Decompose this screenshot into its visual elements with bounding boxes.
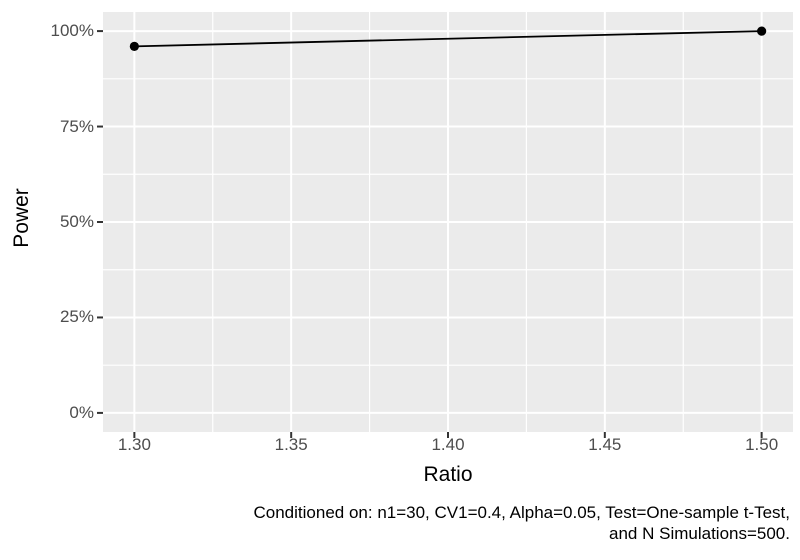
- caption-line-2: and N Simulations=500.: [609, 524, 790, 543]
- x-tick-label: 1.40: [431, 435, 465, 454]
- y-tick-label: 50%: [59, 212, 94, 231]
- y-tick-label: 75%: [59, 116, 94, 136]
- x-tick-label: 1.50: [745, 435, 779, 454]
- x-axis-title: Ratio: [423, 463, 473, 486]
- x-tick-label: 1.35: [274, 435, 308, 454]
- y-tick-label: 25%: [59, 307, 94, 327]
- x-tick-label: 1.30: [117, 435, 151, 454]
- caption-line-1: Conditioned on: n1=30, CV1=0.4, Alpha=0.…: [253, 503, 791, 522]
- y-tick-label: 100%: [50, 21, 94, 41]
- y-axis-title: Power: [10, 188, 33, 248]
- x-tick-label: 1.45: [588, 435, 622, 454]
- data-point: [757, 26, 767, 36]
- data-line: [134, 30, 762, 48]
- data-point: [129, 41, 139, 51]
- y-tick-label: 0%: [69, 402, 94, 422]
- caption: Conditioned on: n1=30, CV1=0.4, Alpha=0.…: [254, 502, 791, 544]
